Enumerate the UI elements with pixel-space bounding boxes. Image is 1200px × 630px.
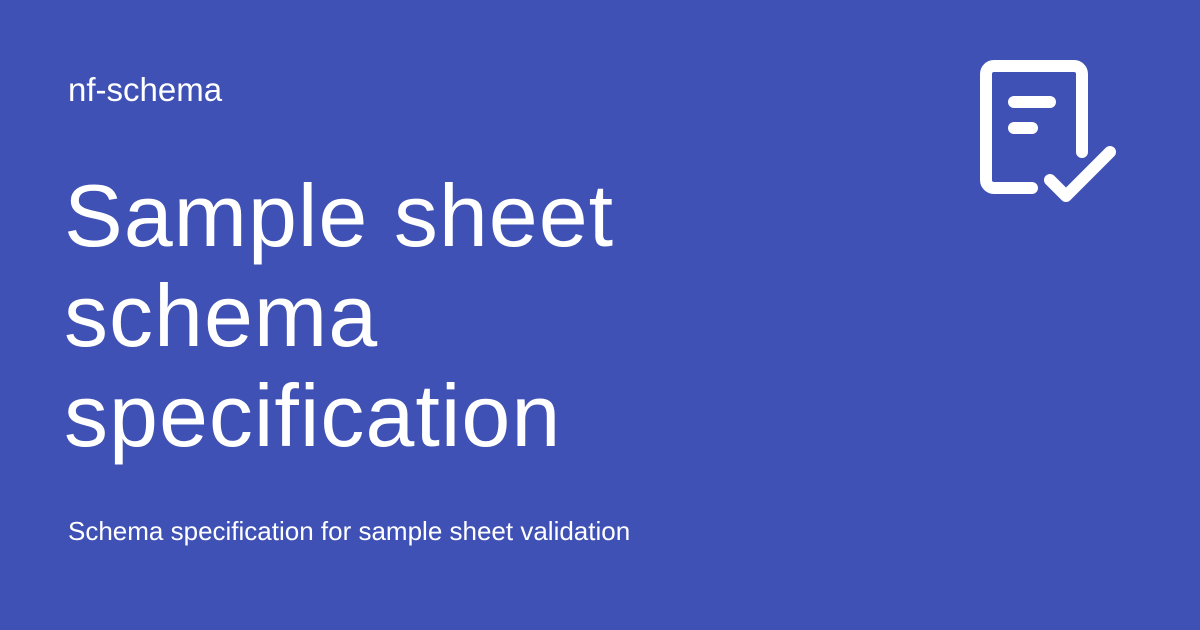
site-name: nf-schema bbox=[68, 71, 223, 108]
page-title-line: specification bbox=[64, 366, 562, 465]
document-check-icon bbox=[980, 60, 1116, 202]
page-title-line: Sample sheet bbox=[64, 166, 615, 265]
page-description: Schema specification for sample sheet va… bbox=[68, 516, 631, 546]
page-title-line: schema bbox=[64, 266, 379, 365]
page-title: Sample sheet schema specification bbox=[64, 166, 884, 466]
